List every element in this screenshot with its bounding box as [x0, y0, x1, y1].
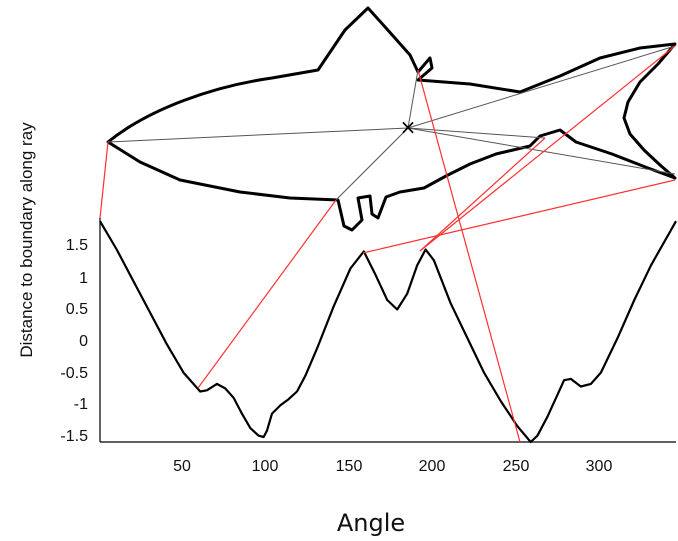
ray-line	[407, 69, 419, 129]
center-marker: ×	[400, 115, 417, 139]
x-tick-label: 150	[336, 458, 363, 475]
y-ticks: 1.5 1 0.5 0 -0.5 -1 -1.5	[60, 237, 88, 445]
y-tick-label: -0.5	[60, 365, 88, 382]
x-axis-label: Angle	[337, 509, 405, 537]
connector-line	[417, 69, 521, 443]
ray-line	[335, 127, 409, 201]
ray-line	[407, 45, 676, 129]
x-tick-label: 200	[419, 458, 446, 475]
fish-rays	[107, 45, 676, 201]
connector-line	[197, 199, 337, 389]
y-tick-label: -1.5	[60, 428, 88, 445]
connector-line	[419, 45, 676, 252]
connector-line	[99, 141, 109, 219]
y-tick-label: -1	[74, 396, 88, 413]
x-tick-label: 50	[173, 458, 191, 475]
y-tick-label: 0.5	[66, 301, 88, 318]
fish-outline	[106, 6, 677, 232]
y-tick-label: 0	[79, 333, 88, 350]
x-tick-label: 300	[586, 458, 613, 475]
x-tick-label: 100	[252, 458, 279, 475]
y-tick-label: 1	[79, 270, 88, 287]
connector-line	[419, 137, 546, 252]
x-ticks: 50 100 150 200 250 300	[173, 458, 612, 475]
connector-lines	[99, 45, 676, 443]
ray-line	[107, 127, 409, 143]
ray-line	[407, 127, 676, 175]
connector-line	[362, 179, 676, 254]
ray-line	[407, 127, 546, 139]
x-tick-label: 250	[503, 458, 530, 475]
y-tick-label: 1.5	[66, 237, 88, 254]
series-line	[99, 220, 677, 444]
y-axis-label: Distance to boundary along ray	[17, 122, 36, 358]
